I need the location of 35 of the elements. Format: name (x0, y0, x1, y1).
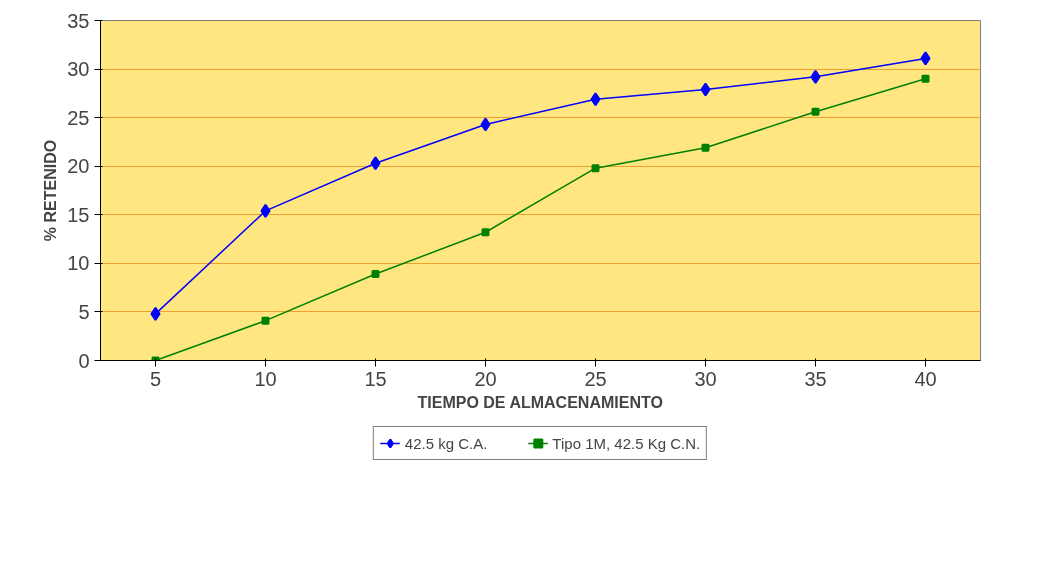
point (260, 203, 271, 218)
point (370, 156, 381, 171)
y-tick-label: 5 (78, 300, 90, 323)
legend-label: 42.5 kg C.A. (404, 434, 488, 452)
legend-label: Tipo 1M, 42.5 Kg C.N. (552, 434, 701, 452)
y-axis-title: % RETENIDO (42, 139, 60, 242)
x-tick-label: 15 (364, 367, 387, 390)
y-tick-label: 30 (67, 58, 90, 81)
point (701, 143, 710, 152)
x-tick-label: 40 (914, 367, 937, 390)
point (810, 69, 821, 84)
y-tick-label: 20 (67, 155, 90, 178)
x-tick-label: 25 (584, 367, 607, 390)
x-axis-title: TIEMPO DE ALMACENAMIENTO (417, 393, 663, 411)
x-tick-label: 30 (694, 367, 717, 390)
point (920, 51, 931, 66)
point (811, 107, 820, 116)
point (700, 82, 711, 97)
y-tick-label: 25 (67, 106, 90, 129)
y-tick-label: 0 (78, 349, 90, 372)
x-tick-label: 5 (149, 367, 162, 390)
point (371, 270, 380, 279)
y-tick-label: 35 (67, 9, 90, 32)
point (481, 228, 490, 237)
point (480, 117, 491, 132)
x-tick-label: 10 (254, 367, 277, 390)
y-tick-label: 15 (67, 203, 90, 226)
x-tick-label: 35 (804, 367, 827, 390)
point (921, 74, 930, 83)
y-tick-label: 10 (67, 252, 90, 275)
point (591, 164, 600, 173)
x-tick-label: 20 (474, 367, 497, 390)
point (150, 306, 161, 321)
point (590, 92, 601, 107)
point (261, 316, 270, 325)
